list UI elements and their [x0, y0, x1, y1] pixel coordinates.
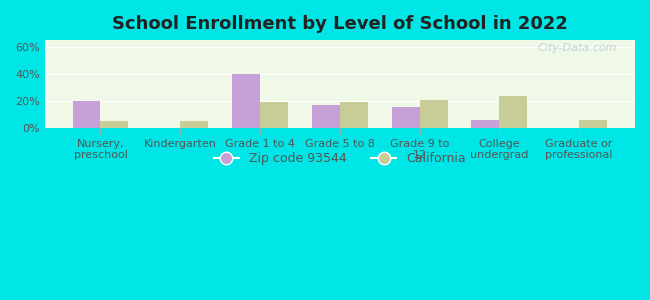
Bar — [232, 74, 260, 128]
Bar — [312, 105, 340, 128]
Bar — [420, 100, 447, 128]
Bar — [499, 96, 527, 128]
Title: School Enrollment by Level of School in 2022: School Enrollment by Level of School in … — [112, 15, 567, 33]
Bar — [579, 120, 607, 128]
Bar — [340, 102, 368, 128]
Text: City-Data.com: City-Data.com — [538, 43, 618, 53]
Bar — [471, 120, 499, 128]
Bar — [260, 103, 288, 128]
Bar — [73, 101, 101, 128]
Bar — [101, 122, 129, 128]
Bar — [392, 106, 420, 128]
Bar — [180, 122, 208, 128]
Legend: Zip code 93544, California: Zip code 93544, California — [209, 147, 471, 170]
